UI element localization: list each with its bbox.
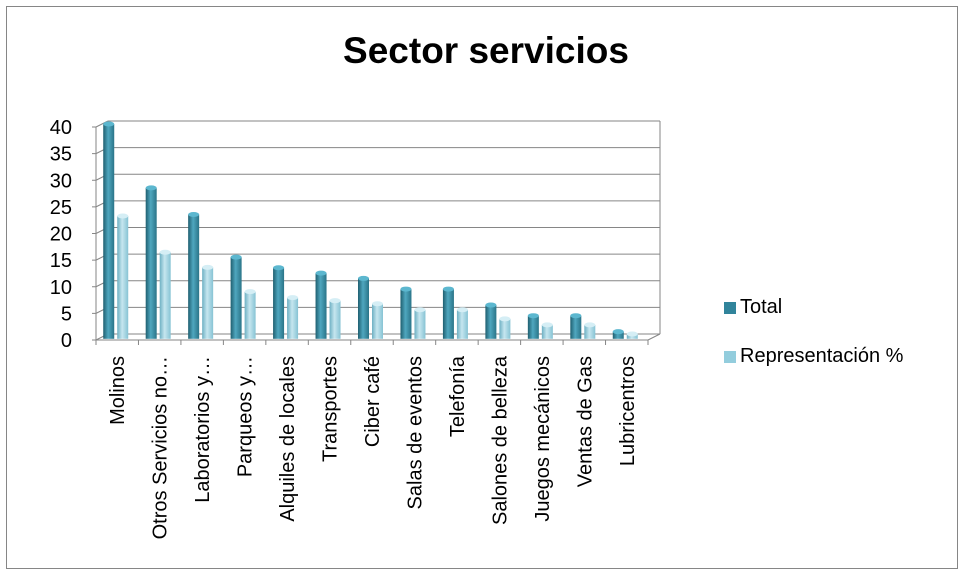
y-tick-label-0: 0 (61, 330, 72, 352)
legend-swatch-total (724, 301, 736, 314)
bar-total-4-top (273, 265, 285, 271)
y-tick-label-7: 35 (50, 144, 72, 166)
floor-right (647, 333, 661, 341)
y-tick-label-2: 10 (50, 277, 72, 299)
x-tick-label-11: Ventas de Gas (574, 356, 596, 487)
x-tick-label-12: Lubricentros (617, 356, 639, 466)
bar-total-12-top (612, 329, 624, 335)
y-tick-label-3: 15 (50, 250, 72, 272)
bar-pct-6 (372, 303, 383, 339)
bar-total-9-top (485, 302, 497, 308)
bar-total-1 (145, 187, 157, 339)
bar-total-6 (358, 278, 369, 339)
bar-pct-7-top (414, 307, 426, 313)
chart-title: Sector servicios (343, 30, 629, 71)
bar-total-8-top (442, 286, 454, 292)
bar-total-5 (315, 273, 327, 339)
bar-total-12 (612, 331, 624, 339)
bar-total-3-top (230, 254, 242, 260)
bar-total-10 (527, 315, 539, 339)
legend-item-total: Total (724, 296, 782, 319)
bar-pct-5 (329, 300, 341, 339)
y-tick-label-5: 25 (50, 197, 72, 219)
x-tick-label-7: Salas de eventos (404, 356, 426, 509)
bar-total-10-top (527, 313, 539, 319)
x-tick-label-8: Telefonía (447, 355, 469, 437)
bar-total-8 (442, 289, 454, 339)
bar-pct-5-top (329, 298, 341, 304)
bar-pct-0 (117, 215, 129, 339)
bar-pct-6-top (372, 301, 383, 307)
bar-pct-7 (414, 309, 426, 339)
bar-pct-9-top (499, 316, 511, 322)
y-tick-label-4: 20 (50, 224, 72, 246)
bar-total-9 (485, 305, 497, 339)
y-tick-label-6: 30 (50, 170, 72, 192)
x-tick-label-1: Otros Servicios no… (150, 356, 172, 539)
bar-pct-8-top (456, 307, 468, 313)
bar-total-2-top (188, 212, 200, 218)
x-tick-label-3: Parqueos y… (235, 356, 257, 477)
bar-total-2 (188, 214, 200, 339)
x-tick-label-0: Molinos (107, 356, 129, 425)
bar-pct-1-top (159, 249, 171, 255)
legend-label-representacion: Representación % (740, 345, 904, 367)
bar-total-5-top (315, 270, 327, 276)
bar-pct-11 (584, 324, 596, 339)
bar-total-0 (103, 124, 115, 339)
bar-total-6-top (358, 275, 369, 281)
x-tick-label-5: Transportes (320, 356, 342, 462)
bar-pct-2-top (202, 264, 214, 270)
bar-pct-11-top (584, 322, 596, 328)
bar-pct-9 (499, 318, 511, 339)
bar-pct-4 (287, 297, 299, 339)
x-tick-label-2: Laboratorios y… (192, 356, 214, 503)
bar-total-11 (570, 315, 582, 339)
bar-total-11-top (570, 313, 582, 319)
bar-pct-8 (456, 309, 468, 339)
bar-pct-4-top (287, 295, 299, 301)
bar-total-7-top (400, 286, 412, 292)
bar-total-4 (273, 267, 285, 339)
legend-item-representacion: Representación % (724, 345, 903, 368)
bar-total-3 (230, 257, 242, 339)
bar-pct-10-top (541, 322, 553, 328)
bar-pct-10 (541, 324, 553, 339)
bar-pct-3-top (244, 289, 256, 295)
x-tick-label-4: Alquiles de locales (277, 356, 299, 522)
x-tick-label-10: Juegos mecánicos (532, 356, 554, 522)
bar-pct-1 (159, 252, 171, 339)
legend-label-total: Total (740, 296, 783, 318)
bar-total-7 (400, 289, 412, 339)
bar-pct-12-top (626, 331, 638, 337)
bar-pct-3 (244, 291, 256, 339)
bar-pct-2 (202, 267, 214, 339)
legend-swatch-representacion (724, 350, 736, 363)
x-tick-label-6: Ciber café (362, 356, 384, 447)
bar-total-0-top (103, 121, 115, 127)
bar-total-1-top (145, 185, 157, 191)
x-tick-label-9: Salones de belleza (489, 355, 511, 525)
y-tick-label-1: 5 (61, 303, 72, 325)
bar-pct-0-top (117, 213, 129, 219)
y-tick-label-8: 40 (50, 117, 72, 139)
